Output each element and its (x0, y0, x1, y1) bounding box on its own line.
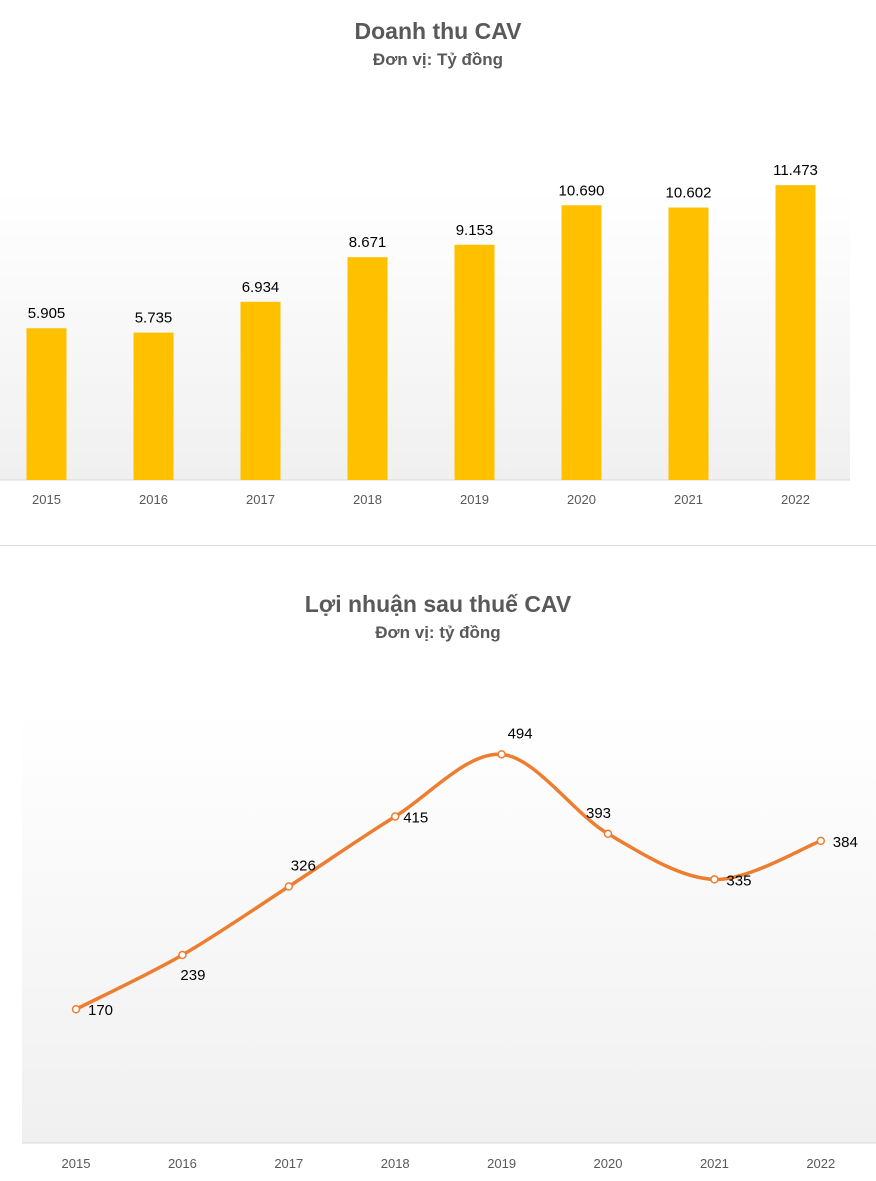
profit-x-tick-2015: 2015 (62, 1156, 91, 1171)
profit-chart-title: Lợi nhuận sau thuế CAV (304, 591, 572, 617)
profit-point-2017 (284, 882, 294, 891)
revenue-data-label-2016: 5.735 (135, 310, 173, 327)
profit-x-tick-2019: 2019 (487, 1156, 516, 1171)
revenue-x-tick-2016: 2016 (139, 492, 168, 507)
revenue-bar-2019 (454, 244, 495, 480)
revenue-bar-chart: 5.905 2015 5.735 2016 6.934 2017 8.671 2018 9.15… (0, 162, 850, 507)
profit-x-tick-2018: 2018 (381, 1156, 410, 1171)
profit-chart-panel: Lợi nhuận sau thuế CAV Đơn vị: tỷ đồng 1… (0, 545, 876, 1180)
revenue-data-label-2022: 11.473 (773, 162, 818, 179)
revenue-data-label-2018: 8.671 (349, 234, 387, 251)
revenue-x-tick-2021: 2021 (674, 492, 703, 507)
profit-chart-subtitle: Đơn vị: tỷ đồng (375, 623, 501, 642)
profit-plot-area (22, 711, 876, 1143)
revenue-chart-panel: Doanh thu CAV Đơn vị: Tỷ đồng 5.905 2015 5… (0, 0, 876, 545)
profit-x-tick-2017: 2017 (274, 1156, 303, 1171)
revenue-data-label-2020: 10.690 (559, 182, 605, 199)
profit-x-tick-2022: 2022 (806, 1156, 835, 1171)
revenue-chart-title: Doanh thu CAV (354, 18, 522, 44)
revenue-bar-2018 (347, 257, 388, 480)
profit-data-label-2019: 494 (508, 725, 533, 742)
profit-point-2016 (178, 950, 187, 960)
revenue-bar-2020 (561, 205, 602, 480)
revenue-x-tick-2015: 2015 (32, 492, 61, 507)
profit-data-label-2015: 170 (88, 1002, 113, 1019)
revenue-plot-area (0, 190, 850, 480)
revenue-bar-2016 (133, 332, 174, 480)
revenue-data-label-2019: 9.153 (456, 222, 494, 239)
revenue-x-tick-2022: 2022 (781, 492, 810, 507)
profit-data-label-2021: 335 (726, 872, 751, 889)
profit-series-line (74, 752, 823, 1011)
profit-data-label-2020: 393 (586, 805, 611, 822)
profit-data-label-2018: 415 (403, 809, 428, 826)
profit-data-label-2022: 384 (833, 834, 858, 851)
profit-data-label-2017: 326 (291, 858, 316, 875)
revenue-x-tick-2018: 2018 (353, 492, 382, 507)
revenue-x-tick-2020: 2020 (567, 492, 596, 507)
revenue-bar-2022 (775, 185, 816, 480)
profit-point-2022 (816, 836, 826, 846)
revenue-x-tick-2017: 2017 (246, 492, 275, 507)
profit-point-2020 (603, 829, 613, 839)
revenue-chart-subtitle: Đơn vị: Tỷ đồng (372, 50, 504, 69)
profit-data-label-2016: 239 (180, 967, 205, 984)
revenue-x-tick-2019: 2019 (460, 492, 489, 507)
revenue-bar-2015 (26, 328, 67, 480)
revenue-bar-2021 (668, 207, 709, 480)
profit-x-tick-2020: 2020 (594, 1156, 623, 1171)
revenue-data-label-2017: 6.934 (242, 279, 280, 296)
profit-line-chart: 170 2015 239 2016 326 2017 415 2018 494 2019 393 20… (22, 711, 876, 1171)
profit-point-2019 (497, 750, 506, 759)
profit-point-2018 (390, 812, 400, 821)
profit-point-2021 (710, 875, 719, 884)
revenue-data-label-2015: 5.905 (28, 305, 66, 322)
profit-point-2015 (71, 1004, 81, 1014)
revenue-bar-2017 (240, 301, 281, 480)
profit-x-tick-2016: 2016 (168, 1156, 197, 1171)
revenue-data-label-2021: 10.602 (666, 185, 712, 202)
profit-x-tick-2021: 2021 (700, 1156, 729, 1171)
